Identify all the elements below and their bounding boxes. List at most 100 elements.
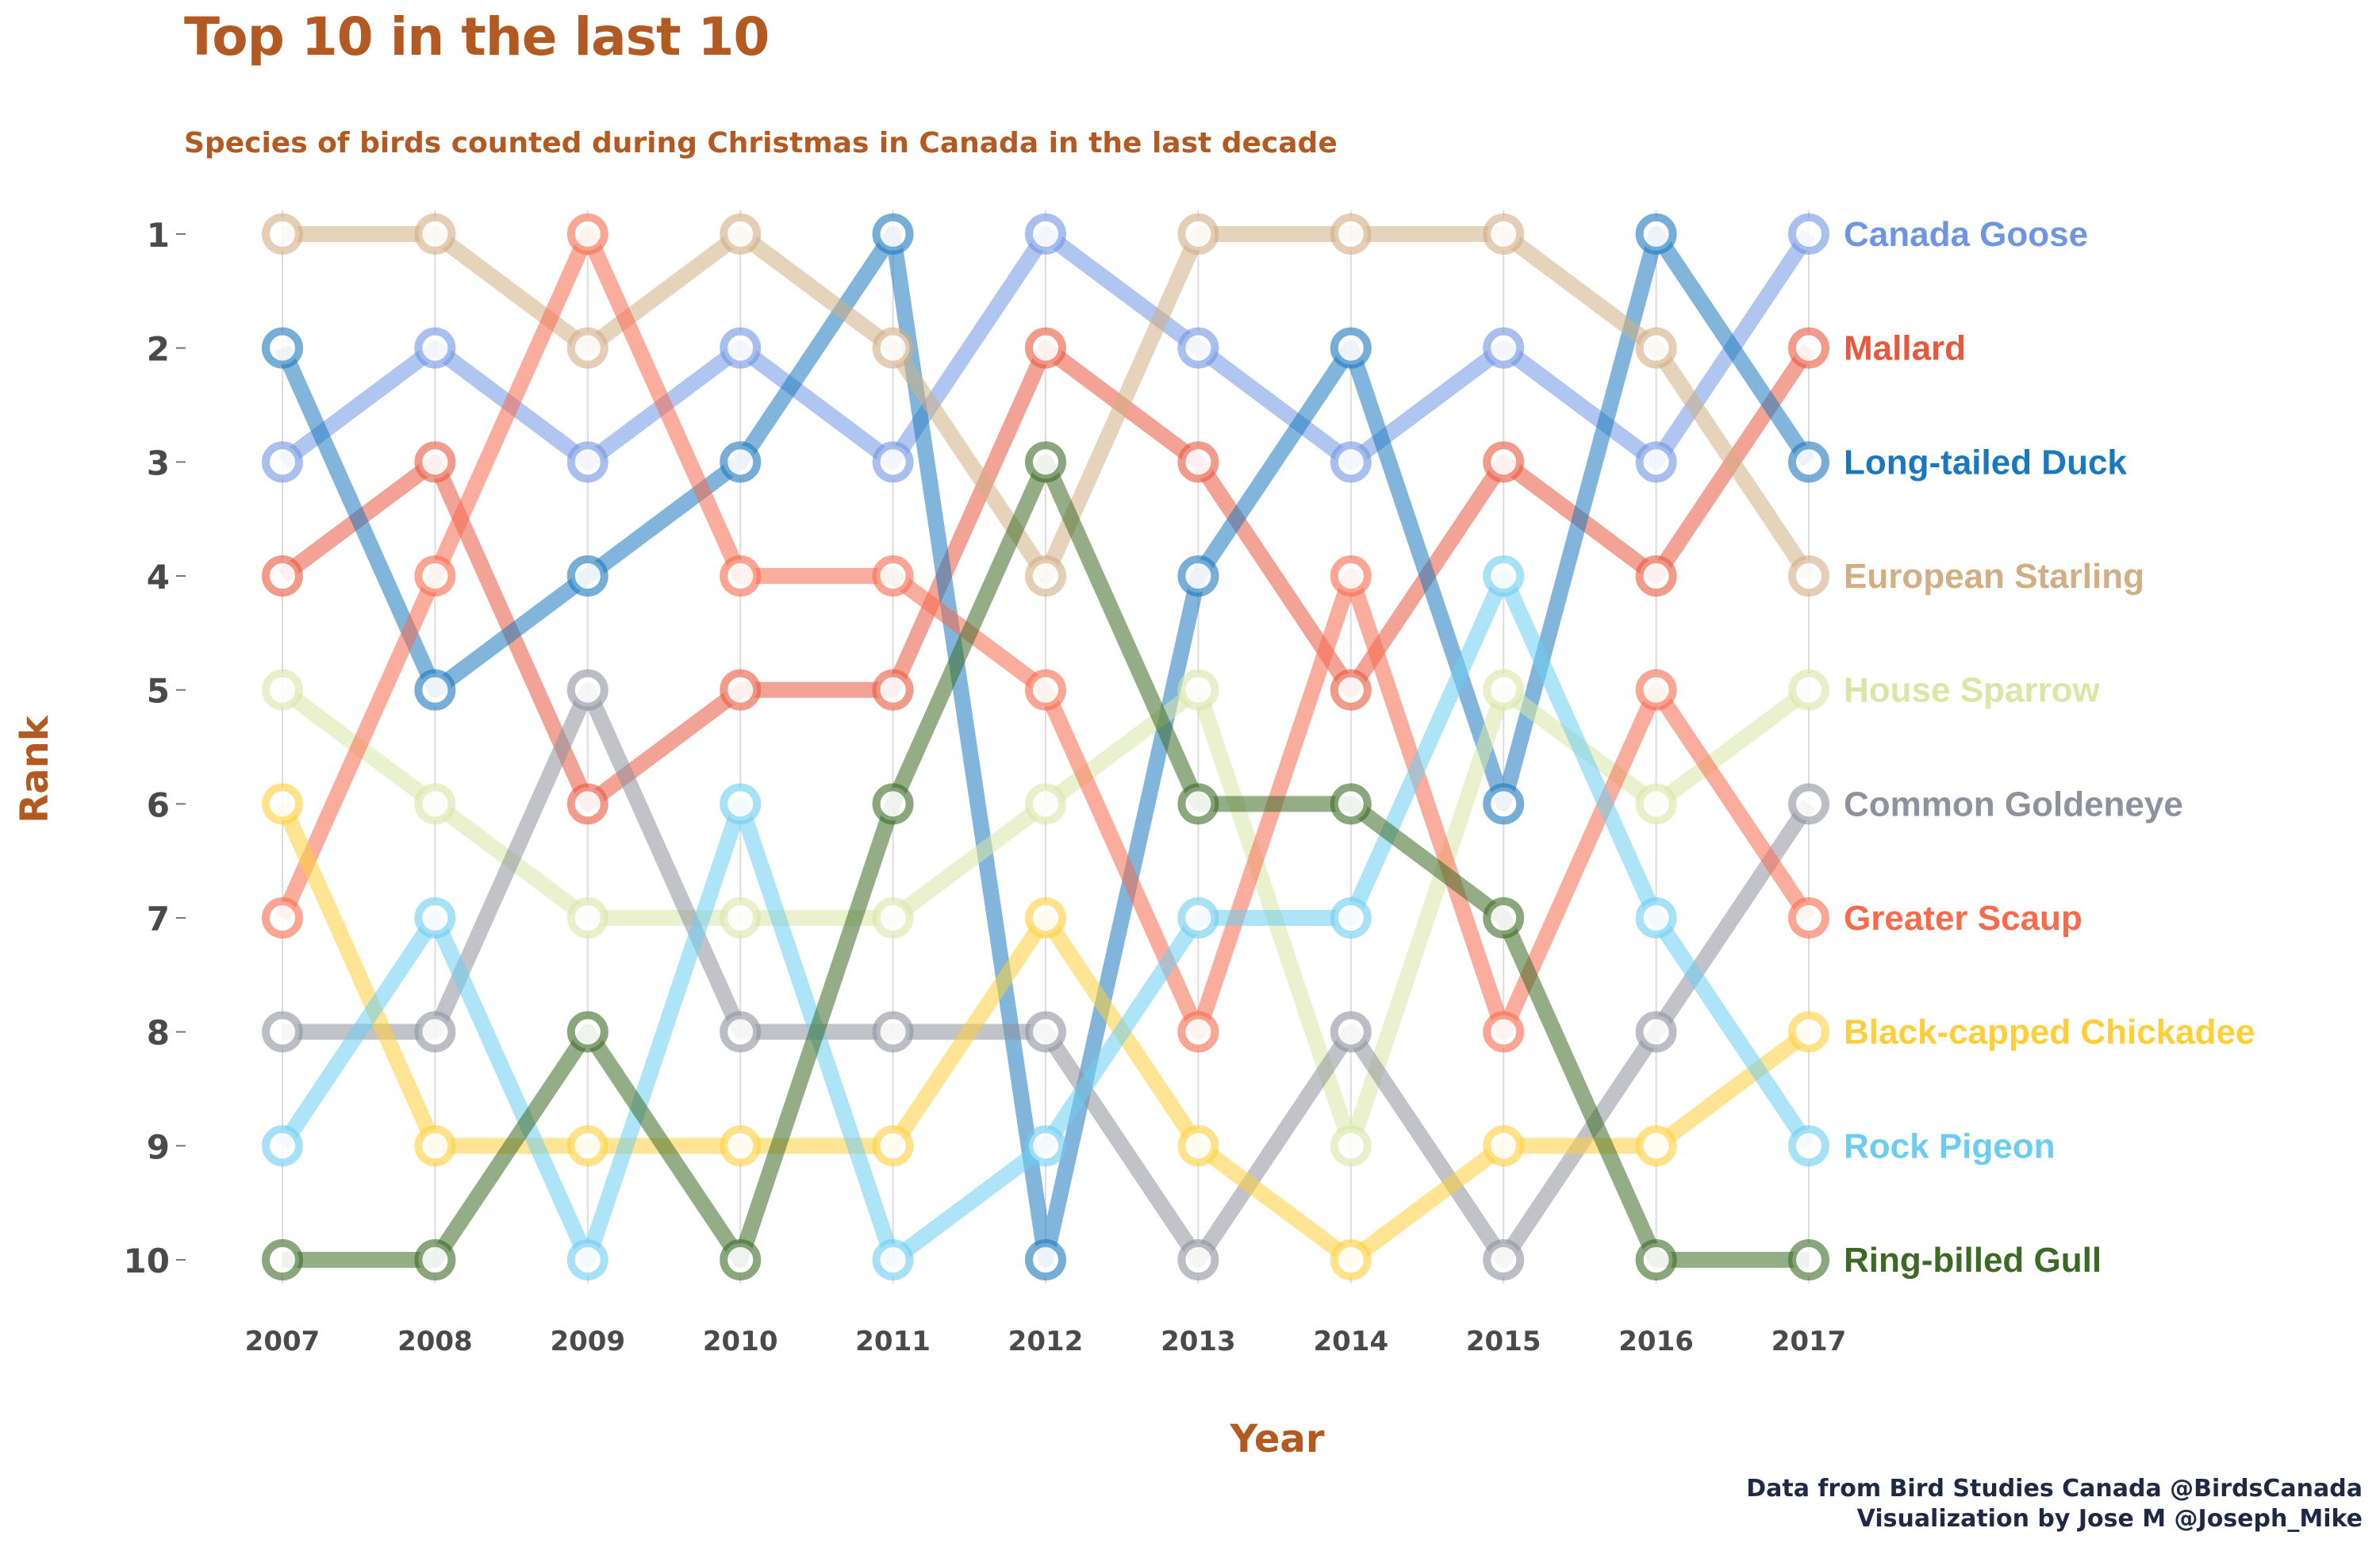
- x-tick-label: 2008: [397, 1326, 473, 1357]
- data-point-ring-billed-gull: [720, 1239, 762, 1280]
- y-axis-title: Rank: [13, 715, 57, 823]
- data-point-european-starling: [262, 213, 303, 255]
- y-tick-label: 2: [147, 330, 170, 369]
- data-point-common-goldeneye: [1177, 1239, 1219, 1280]
- data-point-house-sparrow: [1330, 1125, 1372, 1167]
- series-label-black-capped-chickadee: Black-capped Chickadee: [1844, 1013, 2255, 1052]
- data-point-ring-billed-gull: [1483, 897, 1525, 939]
- series-european-starling: [262, 213, 1829, 597]
- data-point-rock-pigeon: [1483, 555, 1525, 597]
- data-point-greater-scaup: [720, 555, 762, 597]
- data-point-ring-billed-gull: [1025, 441, 1066, 483]
- data-point-black-capped-chickadee: [414, 1125, 456, 1167]
- x-axis: 2007 2008 2009 2010 2011 2012 2013 2014 2015 2016…: [245, 1326, 1847, 1357]
- data-point-rock-pigeon: [1788, 1125, 1829, 1167]
- data-point-house-sparrow: [1177, 669, 1219, 711]
- x-tick-label: 2016: [1618, 1326, 1694, 1357]
- data-point-canada-goose: [1330, 441, 1372, 483]
- data-point-black-capped-chickadee: [1635, 1125, 1677, 1167]
- data-point-ring-billed-gull: [1788, 1239, 1829, 1280]
- data-point-rock-pigeon: [414, 897, 456, 939]
- source-caption: Data from Bird Studies Canada @BirdsCana…: [1746, 1474, 2363, 1534]
- x-tick-label: 2007: [245, 1326, 321, 1357]
- x-tick-label: 2009: [550, 1326, 625, 1357]
- data-point-european-starling: [1177, 213, 1219, 255]
- caption-line-data: Data from Bird Studies Canada @BirdsCana…: [1746, 1475, 2363, 1503]
- data-point-ring-billed-gull: [566, 1011, 608, 1053]
- data-point-canada-goose: [1483, 327, 1525, 369]
- x-tick-label: 2010: [703, 1326, 778, 1357]
- data-point-house-sparrow: [262, 669, 303, 711]
- data-point-mallard: [1788, 327, 1829, 369]
- series-label-mallard: Mallard: [1844, 329, 1966, 368]
- series-label-long-tailed-duck: Long-tailed Duck: [1844, 443, 2127, 482]
- data-point-mallard: [1025, 327, 1066, 369]
- data-point-long-tailed-duck: [1330, 327, 1372, 369]
- data-point-canada-goose: [1025, 213, 1066, 255]
- series-label-canada-goose: Canada Goose: [1844, 215, 2088, 254]
- data-point-rock-pigeon: [566, 1239, 608, 1280]
- chart-subtitle: Species of birds counted during Christma…: [184, 127, 1338, 159]
- data-point-canada-goose: [414, 327, 456, 369]
- data-point-rock-pigeon: [1025, 1125, 1066, 1167]
- data-point-canada-goose: [872, 441, 914, 483]
- series-long-tailed-duck: [262, 213, 1829, 1280]
- data-point-european-starling: [414, 213, 456, 255]
- data-point-ring-billed-gull: [1330, 783, 1372, 825]
- data-point-black-capped-chickadee: [1177, 1125, 1219, 1167]
- data-point-long-tailed-duck: [720, 441, 762, 483]
- data-point-mallard: [720, 669, 762, 711]
- data-point-greater-scaup: [566, 213, 608, 255]
- data-point-black-capped-chickadee: [1330, 1239, 1372, 1280]
- series-layer: [262, 213, 1829, 1280]
- data-point-greater-scaup: [1635, 669, 1677, 711]
- data-point-common-goldeneye: [414, 1011, 456, 1053]
- series-common-goldeneye: [262, 669, 1829, 1280]
- y-tick-label: 8: [147, 1014, 170, 1053]
- x-tick-label: 2012: [1008, 1326, 1084, 1357]
- data-point-rock-pigeon: [720, 783, 762, 825]
- data-point-greater-scaup: [414, 555, 456, 597]
- y-axis: 1 2 3 4 5 6 7 8 9 10: [124, 216, 186, 1280]
- y-tick-label: 5: [147, 672, 170, 711]
- data-point-rock-pigeon: [1177, 897, 1219, 939]
- data-point-long-tailed-duck: [414, 669, 456, 711]
- y-tick-label: 1: [147, 216, 170, 255]
- data-point-greater-scaup: [262, 897, 303, 939]
- series-greater-scaup: [262, 213, 1829, 1053]
- data-point-common-goldeneye: [1635, 1011, 1677, 1053]
- data-point-ring-billed-gull: [414, 1239, 456, 1280]
- x-tick-label: 2013: [1161, 1326, 1236, 1357]
- data-point-rock-pigeon: [1635, 897, 1677, 939]
- data-point-canada-goose: [1177, 327, 1219, 369]
- series-rock-pigeon: [262, 555, 1829, 1280]
- data-point-mallard: [414, 441, 456, 483]
- data-point-canada-goose: [1635, 441, 1677, 483]
- data-point-long-tailed-duck: [1483, 783, 1525, 825]
- data-point-greater-scaup: [1330, 555, 1372, 597]
- data-point-greater-scaup: [1483, 1011, 1525, 1053]
- series-label-european-starling: European Starling: [1844, 557, 2144, 596]
- data-point-ring-billed-gull: [1177, 783, 1219, 825]
- data-point-common-goldeneye: [872, 1011, 914, 1053]
- series-label-rock-pigeon: Rock Pigeon: [1844, 1127, 2056, 1165]
- y-tick-label: 6: [147, 785, 170, 824]
- y-tick-label: 3: [147, 443, 170, 482]
- data-point-long-tailed-duck: [1635, 213, 1677, 255]
- data-point-long-tailed-duck: [566, 555, 608, 597]
- data-point-black-capped-chickadee: [872, 1125, 914, 1167]
- data-point-european-starling: [1330, 213, 1372, 255]
- chart-title: Top 10 in the last 10: [184, 6, 770, 67]
- data-point-common-goldeneye: [566, 669, 608, 711]
- data-point-rock-pigeon: [1330, 897, 1372, 939]
- data-point-mallard: [1635, 555, 1677, 597]
- y-tick-label: 10: [124, 1242, 170, 1280]
- data-point-black-capped-chickadee: [1788, 1011, 1829, 1053]
- data-point-common-goldeneye: [1025, 1011, 1066, 1053]
- data-point-house-sparrow: [720, 897, 762, 939]
- series-canada-goose: [262, 213, 1829, 483]
- x-tick-label: 2017: [1772, 1326, 1847, 1357]
- data-point-long-tailed-duck: [1177, 555, 1219, 597]
- data-point-greater-scaup: [1025, 669, 1066, 711]
